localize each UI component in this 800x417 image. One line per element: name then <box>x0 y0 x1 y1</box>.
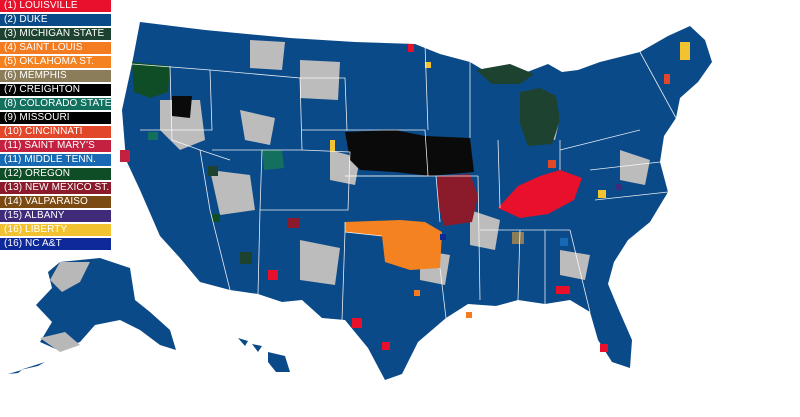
legend-item: (3) MICHIGAN STATE <box>0 28 111 40</box>
missouri-region <box>438 174 478 226</box>
oregon-region <box>132 62 170 98</box>
legend-item: (7) CREIGHTON <box>0 84 111 96</box>
alaska-gray-area <box>50 262 90 292</box>
legend-item: (16) NC A&T <box>0 238 111 250</box>
legend-item: (16) LIBERTY <box>0 224 111 236</box>
oklahoma-st-region <box>345 220 442 270</box>
legend-item: (1) LOUISVILLE <box>0 0 111 12</box>
alaska-gray-area <box>40 332 80 352</box>
hawaii-islands <box>238 338 290 372</box>
legend-item: (15) ALBANY <box>0 210 111 222</box>
legend-item: (9) MISSOURI <box>0 112 111 124</box>
legend-item: (2) DUKE <box>0 14 111 26</box>
legend-item: (14) VALPARAISO <box>0 196 111 208</box>
michigan-upper-region <box>476 64 534 84</box>
county-markers <box>120 42 690 352</box>
legend-item: (11) SAINT MARY'S <box>0 140 111 152</box>
alaska-islands <box>8 362 45 374</box>
creighton-region <box>345 130 474 176</box>
legend-item: (12) OREGON <box>0 168 111 180</box>
legend-item: (11) MIDDLE TENN. <box>0 154 111 166</box>
michigan-state-region <box>520 88 560 146</box>
louisville-region <box>498 170 582 218</box>
colorado-state-region <box>262 150 284 170</box>
legend-item: (13) NEW MEXICO ST. <box>0 182 111 194</box>
legend-item: (5) OKLAHOMA ST. <box>0 56 111 68</box>
legend-item: (8) COLORADO STATE <box>0 98 111 110</box>
legend-item: (6) MEMPHIS <box>0 70 111 82</box>
legend-item: (4) SAINT LOUIS <box>0 42 111 54</box>
legend: (1) LOUISVILLE (2) DUKE (3) MICHIGAN STA… <box>0 0 111 252</box>
legend-item: (10) CINCINNATI <box>0 126 111 138</box>
state-borders <box>131 43 677 321</box>
creighton-patch <box>172 96 192 118</box>
